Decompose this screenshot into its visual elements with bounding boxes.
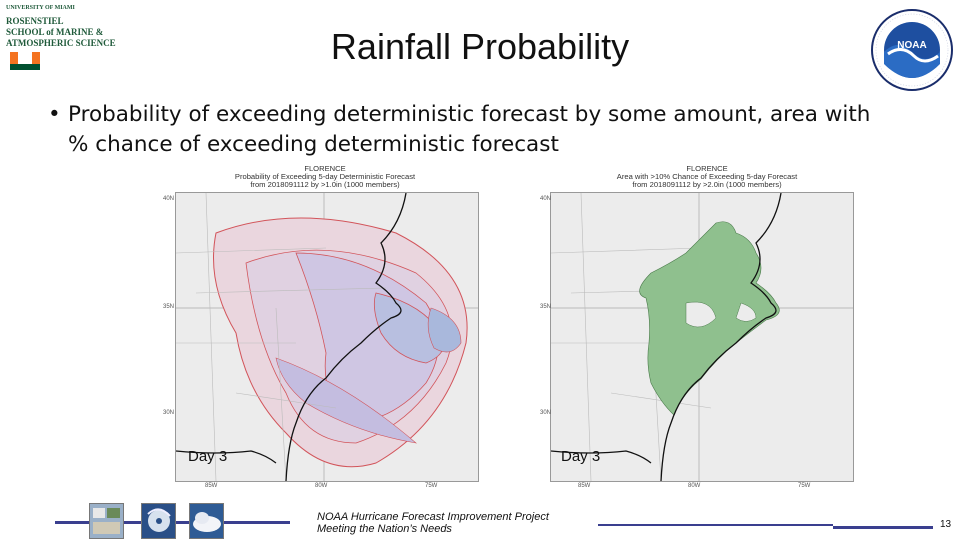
- right-map-lat-tick-40n: 40N: [540, 196, 552, 202]
- left-map-day-label: Day 3: [188, 448, 228, 465]
- noaa-logo-text: NOAA: [897, 40, 926, 51]
- hfip-logo-thumb: [89, 503, 124, 539]
- right-map-day-label: Day 3: [561, 448, 601, 465]
- logo-line-school: SCHOOL of MARINE &: [6, 27, 104, 37]
- right-map-title-line-3: from 2018091112 by >2.0in (1000 members): [632, 180, 782, 189]
- left-map-lon-tick-80w: 80W: [315, 483, 328, 489]
- footer-line-1: NOAA Hurricane Forecast Improvement Proj…: [317, 511, 549, 523]
- logo-line-university: UNIVERSITY OF MIAMI: [6, 5, 75, 11]
- right-map-lon-tick-80w: 80W: [688, 483, 701, 489]
- logo-line-rosenstiel: ROSENSTIEL: [6, 16, 64, 26]
- left-map-title-line-1: FLORENCE: [304, 164, 346, 173]
- logo-line-atmospheric: ATMOSPHERIC SCIENCE: [6, 38, 116, 48]
- left-map-title-line-3: from 2018091112 by >1.0in (1000 members): [250, 180, 400, 189]
- hurricane-satellite-thumb: [141, 503, 176, 539]
- um-monogram-icon: [10, 52, 40, 70]
- right-map-lat-tick-30n: 30N: [540, 410, 552, 416]
- left-map-lon-tick-75w: 75W: [425, 483, 438, 489]
- left-probability-map: [175, 192, 479, 482]
- left-map-lat-tick-40n: 40N: [163, 196, 175, 202]
- storm-cloud-thumb: [189, 503, 224, 539]
- right-map-lat-tick-35n: 35N: [540, 304, 552, 310]
- right-map-title: FLORENCE Area with >10% Chance of Exceed…: [582, 165, 832, 189]
- slide-title: Rainfall Probability: [330, 26, 630, 67]
- bullet-text: Probability of exceeding deterministic f…: [68, 102, 871, 157]
- left-map-lat-tick-30n: 30N: [163, 410, 175, 416]
- footer-text: NOAA Hurricane Forecast Improvement Proj…: [317, 511, 549, 535]
- bullet-symbol: •: [48, 102, 61, 127]
- university-of-miami-logo: UNIVERSITY OF MIAMI ROSENSTIEL SCHOOL of…: [6, 5, 126, 70]
- left-map-title-line-2: Probability of Exceeding 5-day Determini…: [234, 172, 416, 181]
- left-map-lon-tick-85w: 85W: [205, 483, 218, 489]
- right-map-lon-tick-75w: 75W: [798, 483, 811, 489]
- right-map-lon-tick-85w: 85W: [578, 483, 591, 489]
- left-map-title: FLORENCE Probability of Exceeding 5-day …: [200, 165, 450, 189]
- noaa-logo: NOAA: [871, 9, 953, 91]
- left-map-lat-tick-35n: 35N: [163, 304, 175, 310]
- page-number: 13: [940, 519, 952, 530]
- right-map-title-line-1: FLORENCE: [686, 164, 728, 173]
- right-exceedance-map: [550, 192, 854, 482]
- footer-bar-right: [598, 524, 833, 526]
- footer-bar-end: [833, 526, 933, 529]
- right-map-title-line-2: Area with >10% Chance of Exceeding 5-day…: [616, 172, 798, 181]
- footer-line-2: Meeting the Nation’s Needs: [317, 523, 452, 535]
